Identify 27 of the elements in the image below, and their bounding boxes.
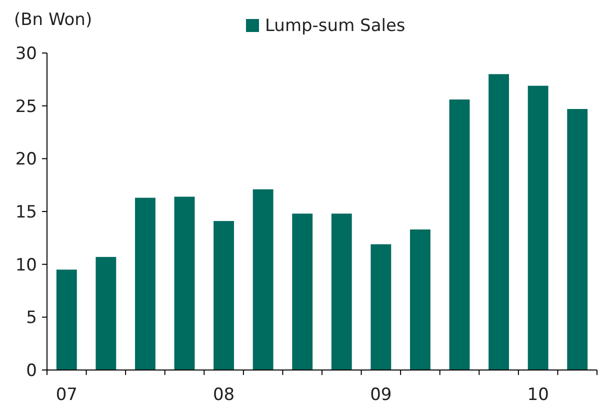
bar [252, 189, 274, 370]
legend-label: Lump-sum Sales [265, 16, 406, 36]
bar [528, 86, 548, 370]
y-tick-label: 0 [26, 360, 37, 381]
y-tick-label: 15 [15, 202, 37, 222]
x-tick-label: 07 [56, 385, 78, 405]
bar [96, 256, 116, 370]
bar [56, 270, 77, 370]
y-tick-label: 5 [26, 308, 37, 328]
bar [567, 109, 588, 370]
bar [214, 221, 234, 370]
bar [370, 244, 392, 370]
bar [410, 229, 430, 370]
bar [135, 198, 156, 370]
x-tick-label: 09 [370, 385, 392, 405]
y-tick-label: 20 [15, 150, 37, 170]
bar [488, 74, 509, 370]
y-tick-label: 25 [15, 96, 37, 117]
bar [292, 214, 313, 370]
y-tick-label: 10 [15, 255, 37, 276]
y-tick-label: 30 [15, 44, 37, 64]
bar [449, 99, 470, 370]
bar [331, 214, 352, 370]
bar [174, 196, 195, 370]
x-tick-label: 08 [212, 385, 235, 405]
x-tick-label: 10 [527, 385, 549, 405]
y-axis-title: (Bn Won) [14, 10, 92, 30]
